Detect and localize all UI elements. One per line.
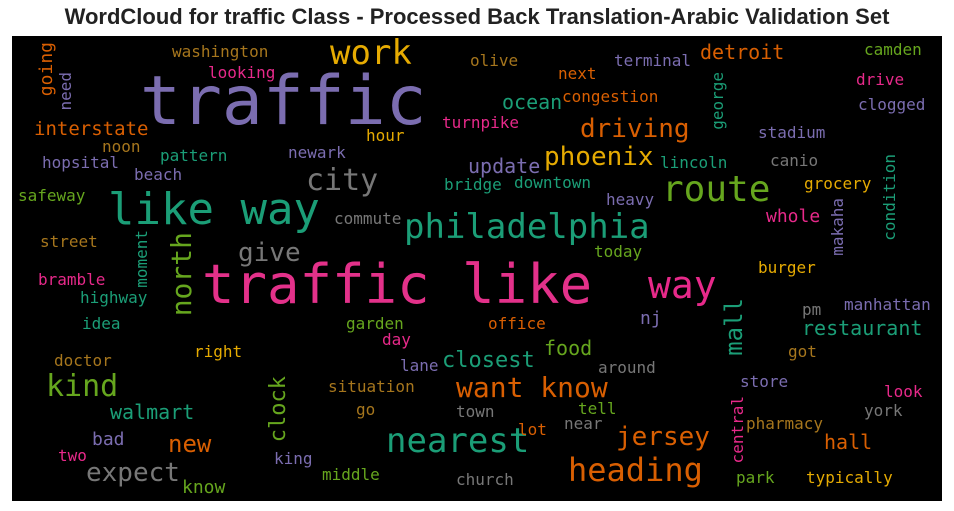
- word: idea: [82, 316, 121, 332]
- word: expect: [86, 460, 180, 486]
- word: city: [306, 166, 378, 196]
- word: bramble: [38, 272, 105, 288]
- word: heavy: [606, 192, 654, 208]
- word: situation: [328, 379, 415, 395]
- word: clock: [268, 376, 290, 442]
- word: lane: [400, 358, 439, 374]
- word: manhattan: [844, 297, 931, 313]
- word: ocean: [502, 92, 562, 112]
- word: george: [710, 72, 726, 130]
- word: downtown: [514, 175, 591, 191]
- word: newark: [288, 145, 346, 161]
- word: clogged: [858, 97, 925, 113]
- word: typically: [806, 470, 893, 486]
- word: got: [788, 344, 817, 360]
- word: right: [194, 344, 242, 360]
- word: around: [598, 360, 656, 376]
- word: pharmacy: [746, 416, 823, 432]
- word: stadium: [758, 125, 825, 141]
- word: look: [884, 384, 923, 400]
- word: bad: [92, 431, 125, 449]
- word: route: [662, 172, 770, 208]
- word: two: [58, 448, 87, 464]
- word: next: [558, 66, 597, 82]
- word: street: [40, 234, 98, 250]
- word: bridge: [444, 177, 502, 193]
- word: day: [382, 332, 411, 348]
- word: philadelphia: [404, 210, 650, 244]
- word: beach: [134, 167, 182, 183]
- word: washington: [172, 44, 268, 60]
- word: drive: [856, 72, 904, 88]
- word: give: [238, 240, 301, 266]
- word: know: [182, 479, 225, 497]
- word: new: [168, 432, 211, 456]
- word: food: [544, 338, 592, 358]
- word: olive: [470, 53, 518, 69]
- word: pattern: [160, 148, 227, 164]
- word: terminal: [614, 53, 691, 69]
- word: congestion: [562, 89, 658, 105]
- word: walmart: [110, 402, 194, 422]
- word: way: [648, 266, 717, 304]
- word: hall: [824, 432, 872, 452]
- word: detroit: [700, 42, 784, 62]
- word: today: [594, 244, 642, 260]
- word: york: [864, 403, 903, 419]
- word: heading: [568, 454, 703, 486]
- word: store: [740, 374, 788, 390]
- word: highway: [80, 290, 147, 306]
- word: commute: [334, 211, 401, 227]
- word: middle: [322, 467, 380, 483]
- word: restaurant: [802, 318, 922, 338]
- word: closest: [442, 350, 535, 372]
- word: central: [730, 396, 746, 463]
- word: want know: [456, 374, 608, 402]
- word: hopsital: [42, 155, 119, 171]
- word: grocery: [804, 176, 871, 192]
- word: nearest: [386, 424, 529, 458]
- word: doctor: [54, 353, 112, 369]
- word: safeway: [18, 188, 85, 204]
- word: lincoln: [660, 155, 727, 171]
- word: going: [38, 42, 56, 96]
- word: hour: [366, 128, 405, 144]
- word: pm: [802, 302, 821, 318]
- word: mall: [722, 298, 746, 356]
- word: turnpike: [442, 115, 519, 131]
- word: whole: [766, 208, 820, 226]
- word: go: [356, 402, 375, 418]
- word: canio: [770, 153, 818, 169]
- word: burger: [758, 260, 816, 276]
- word-cloud: traffic traffic like like way work city …: [12, 36, 942, 501]
- word: looking: [208, 65, 275, 81]
- word: church: [456, 472, 514, 488]
- word: driving: [580, 116, 690, 142]
- word: north: [168, 232, 196, 316]
- word: park: [736, 470, 775, 486]
- word: work: [330, 36, 412, 70]
- word: kind: [46, 372, 118, 402]
- word: king: [274, 451, 313, 467]
- word: need: [58, 72, 74, 111]
- word: makaha: [830, 198, 846, 256]
- word: town: [456, 404, 495, 420]
- word: condition: [882, 154, 898, 241]
- word: moment: [134, 230, 150, 288]
- word: phoenix: [544, 144, 654, 170]
- word: lot: [518, 422, 547, 438]
- word: office: [488, 316, 546, 332]
- word: nj: [640, 310, 662, 328]
- word: near: [564, 416, 603, 432]
- word: jersey: [616, 424, 710, 450]
- word: like way: [108, 188, 320, 232]
- chart-title: WordCloud for traffic Class - Processed …: [0, 4, 954, 30]
- word: camden: [864, 42, 922, 58]
